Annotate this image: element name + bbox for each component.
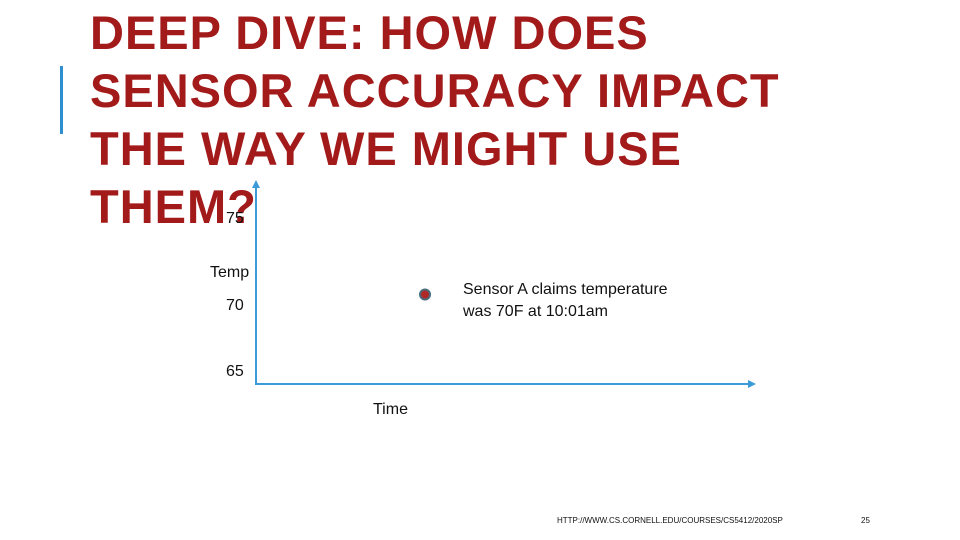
title-line: SENSOR ACCURACY IMPACT — [90, 64, 780, 117]
slide-title: DEEP DIVE: HOW DOES SENSOR ACCURACY IMPA… — [90, 4, 890, 236]
y-axis-label: Temp — [210, 264, 250, 281]
accent-bar — [60, 66, 63, 134]
title-line: THEM? — [90, 180, 257, 233]
annotation-line: was 70F at 10:01am — [463, 303, 608, 320]
slide-number: 25 — [861, 516, 870, 525]
x-axis-label: Time — [373, 401, 408, 418]
annotation-line: Sensor A claims temperature — [463, 281, 668, 298]
title-line: DEEP DIVE: HOW DOES — [90, 6, 649, 59]
footer-url: HTTP://WWW.CS.CORNELL.EDU/COURSES/CS5412… — [557, 516, 783, 525]
y-tick-label: 75 — [226, 210, 244, 227]
data-point — [419, 288, 431, 301]
y-tick-label: 70 — [226, 297, 244, 314]
point-annotation: Sensor A claims temperature was 70F at 1… — [463, 279, 668, 323]
y-tick-label: 65 — [226, 363, 244, 380]
title-line: THE WAY WE MIGHT USE — [90, 122, 682, 175]
